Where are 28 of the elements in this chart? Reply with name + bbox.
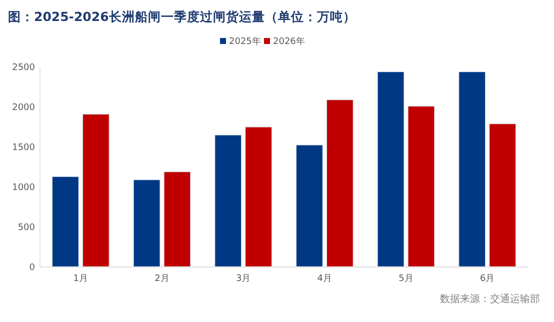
x-tick-label: 6月 (480, 274, 495, 284)
x-tick-label: 5月 (398, 274, 414, 284)
bar (326, 100, 354, 268)
bar (377, 72, 404, 268)
y-tick-label: 2500 (12, 63, 36, 74)
x-tick-label: 2月 (154, 274, 170, 284)
legend-label: 2025年 (229, 36, 261, 47)
bar (489, 124, 516, 268)
x-tick-label: 3月 (236, 274, 251, 284)
y-tick-label: 1500 (12, 143, 36, 154)
y-tick-label: 2000 (12, 103, 36, 114)
x-tick-label: 1月 (73, 274, 88, 284)
bar (214, 134, 242, 268)
bar (296, 144, 323, 268)
bar (133, 180, 160, 268)
chart-title: 图：2025-2026长洲船闸一季度过闸货运量（单位：万吨） (8, 9, 356, 24)
x-tick-label: 4月 (317, 274, 332, 284)
bar (458, 72, 486, 268)
bar (164, 172, 191, 268)
legend-label: 2026年 (273, 36, 305, 47)
y-tick-label: 500 (18, 223, 36, 234)
bar (245, 126, 272, 268)
y-tick-label: 1000 (12, 183, 36, 194)
bar (82, 114, 110, 268)
source-note: 数据来源：交通运输部 (440, 293, 540, 305)
y-tick-label: 0 (29, 263, 36, 274)
bar (408, 106, 435, 268)
bar (52, 176, 79, 268)
